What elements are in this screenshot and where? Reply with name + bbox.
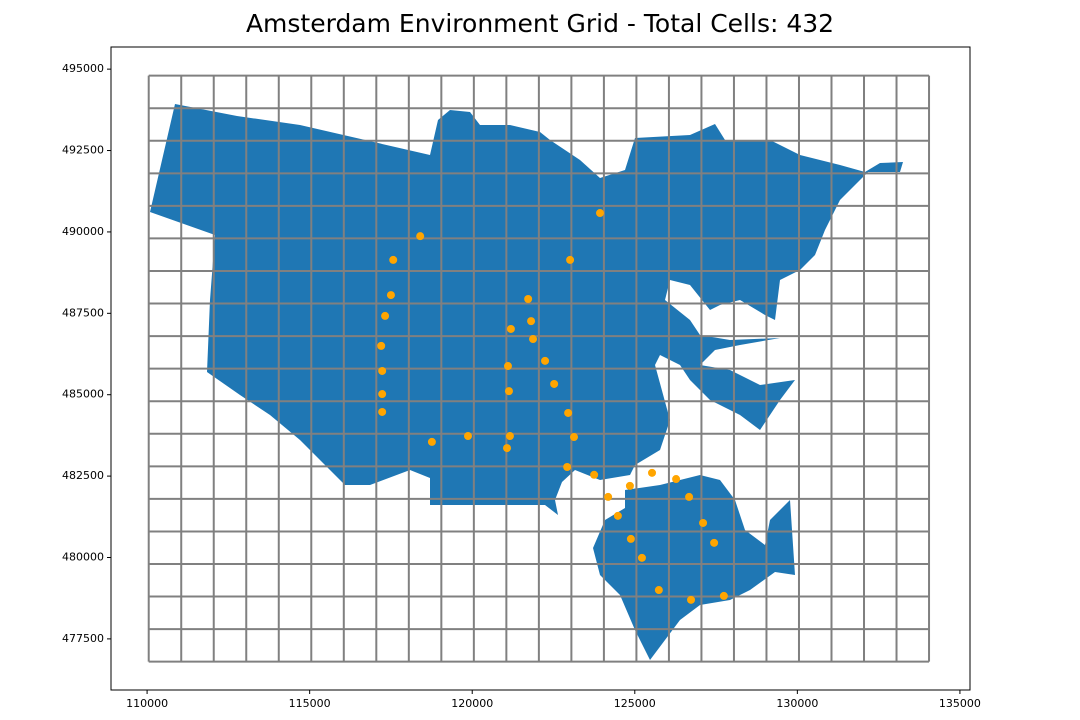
x-tick-label: 125000 xyxy=(614,697,656,710)
point xyxy=(527,317,536,326)
point xyxy=(503,362,512,371)
city-area xyxy=(150,104,903,660)
y-tick-label: 490000 xyxy=(62,225,104,238)
point xyxy=(564,408,573,417)
point xyxy=(378,407,387,416)
point xyxy=(503,444,512,453)
point xyxy=(569,433,578,442)
city-main xyxy=(150,104,903,515)
point xyxy=(504,387,513,396)
point xyxy=(541,356,550,365)
point xyxy=(637,553,646,562)
y-tick-label: 480000 xyxy=(62,550,104,563)
point xyxy=(613,511,622,520)
point xyxy=(595,209,604,218)
point xyxy=(719,591,728,600)
y-tick-label: 485000 xyxy=(62,388,104,401)
point xyxy=(378,366,387,375)
point xyxy=(381,311,390,320)
point xyxy=(505,432,514,441)
point xyxy=(687,595,696,604)
point xyxy=(550,379,559,388)
point xyxy=(389,255,398,264)
axes-frame xyxy=(110,46,971,691)
y-tick-label: 487500 xyxy=(62,306,104,319)
point xyxy=(590,470,599,479)
point xyxy=(463,432,472,441)
y-tick-label: 482500 xyxy=(62,469,104,482)
point xyxy=(506,324,515,333)
y-tick-label: 495000 xyxy=(62,62,104,75)
city-southeast xyxy=(593,475,795,660)
point xyxy=(566,255,575,264)
point xyxy=(529,335,538,344)
chart-title: Amsterdam Environment Grid - Total Cells… xyxy=(246,9,834,38)
point xyxy=(416,232,425,241)
point xyxy=(654,586,663,595)
point xyxy=(648,468,657,477)
x-tick-label: 110000 xyxy=(126,697,168,710)
point xyxy=(377,341,386,350)
point xyxy=(685,492,694,501)
point xyxy=(427,437,436,446)
x-tick-label: 130000 xyxy=(776,697,818,710)
y-tick-label: 492500 xyxy=(62,144,104,157)
point xyxy=(625,481,634,490)
point xyxy=(378,390,387,399)
point xyxy=(604,492,613,501)
point xyxy=(710,538,719,547)
x-tick-label: 115000 xyxy=(289,697,331,710)
point xyxy=(672,475,681,484)
point xyxy=(524,294,533,303)
x-tick-label: 135000 xyxy=(939,697,981,710)
point xyxy=(563,462,572,471)
point xyxy=(699,518,708,527)
point xyxy=(626,534,635,543)
y-tick-label: 477500 xyxy=(62,632,104,645)
x-tick-label: 120000 xyxy=(451,697,493,710)
point xyxy=(386,291,395,300)
